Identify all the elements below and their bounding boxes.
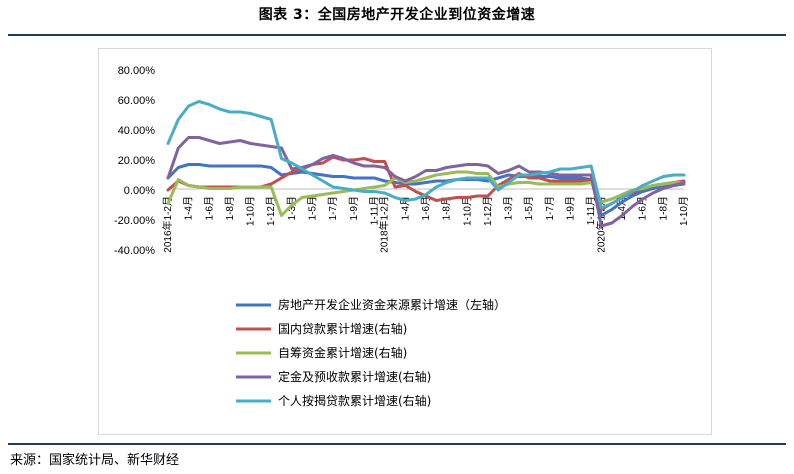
- chart-frame: [98, 48, 712, 435]
- y-tick-label: 20.00%: [118, 155, 156, 167]
- y-tick-label: 0.00%: [124, 185, 155, 197]
- x-tick-label: 1-8月: [657, 196, 669, 220]
- x-tick-label: 1-9月: [564, 196, 576, 220]
- series-line: [166, 100, 686, 210]
- y-tick-label: 80.00%: [118, 65, 156, 77]
- x-tick-label: 1-7月: [327, 196, 339, 220]
- x-tick-label: 1-6月: [420, 196, 432, 220]
- x-tick-label: 1-11月: [585, 196, 597, 225]
- legend-label: 个人按揭贷款累计增速(右轴): [278, 393, 431, 408]
- title-rule: [8, 34, 786, 36]
- x-tick-label: 1-10月: [678, 196, 690, 226]
- x-tick-label: 1-12月: [265, 196, 277, 226]
- x-tick-label: 1-10月: [461, 196, 473, 226]
- x-tick-label: 2016年1-2月: [161, 196, 174, 253]
- legend-label: 房地产开发企业资金来源累计增速（左轴）: [278, 297, 506, 312]
- legend-label: 自筹资金累计增速(右轴): [278, 345, 407, 360]
- x-tick-label: 1-4月: [399, 196, 411, 220]
- figure-title: 图表 3：全国房地产开发企业到位资金增速: [258, 7, 536, 23]
- x-tick-label: 1-9月: [348, 196, 360, 220]
- legend-label: 国内贷款累计增速(右轴): [278, 321, 407, 336]
- x-tick-label: 1-3月: [503, 196, 515, 220]
- x-tick-label: 1-5月: [306, 196, 318, 220]
- x-tick-label: 1-8月: [441, 196, 453, 220]
- x-tick-label: 1-12月: [482, 196, 494, 226]
- y-tick-label: -40.00%: [114, 245, 155, 257]
- series-line: [166, 136, 686, 228]
- y-tick-label: 60.00%: [118, 95, 156, 107]
- x-tick-label: 2018年1-2月: [378, 196, 391, 253]
- x-tick-label: 1-6月: [203, 196, 215, 220]
- y-tick-label: 40.00%: [118, 125, 156, 137]
- x-tick-label: 1-5月: [523, 196, 535, 220]
- x-tick-label: 1-7月: [544, 196, 556, 220]
- source-rule: [8, 443, 786, 445]
- x-tick-label: 1-8月: [224, 196, 236, 220]
- x-tick-label: 1-4月: [183, 196, 195, 220]
- x-tick-label: 1-11月: [368, 196, 380, 225]
- source-note: 来源：国家统计局、新华财经: [10, 453, 180, 468]
- x-tick-label: 1-10月: [245, 196, 257, 226]
- legend-label: 定金及预收款累计增速(右轴): [278, 369, 431, 384]
- y-tick-label: -20.00%: [114, 215, 155, 227]
